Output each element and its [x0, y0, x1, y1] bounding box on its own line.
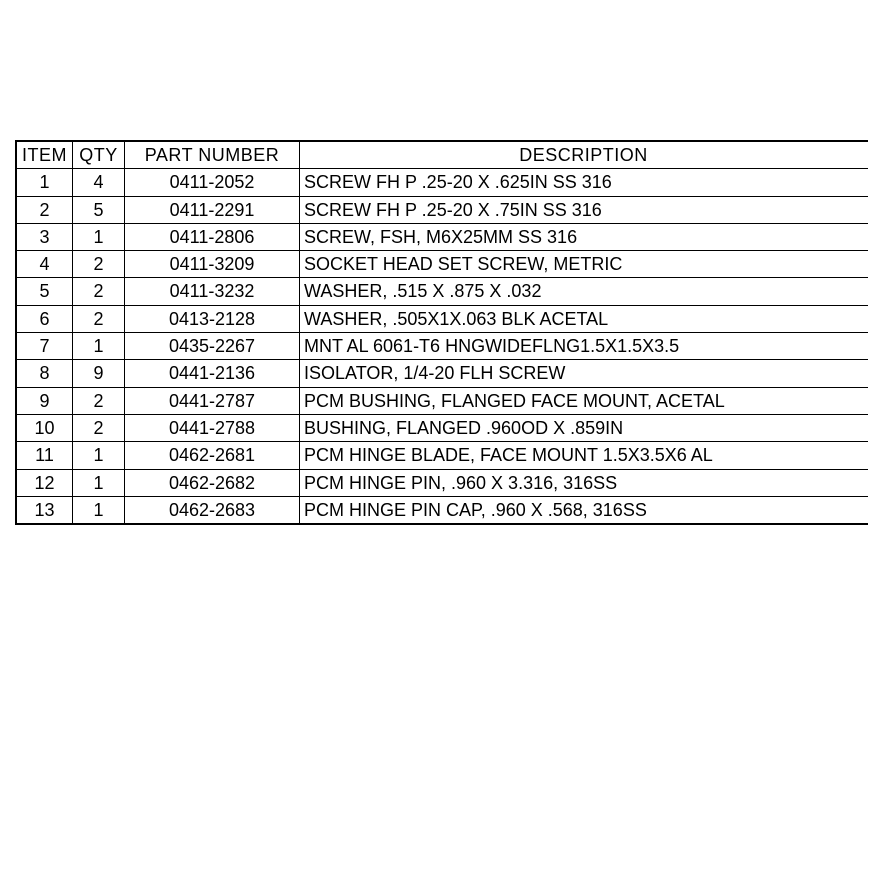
cell-description: ISOLATOR, 1/4-20 FLH SCREW — [300, 360, 869, 387]
cell-part-number: 0441-2136 — [125, 360, 300, 387]
cell-description: BUSHING, FLANGED .960OD X .859IN — [300, 414, 869, 441]
cell-description: PCM HINGE PIN, .960 X 3.316, 316SS — [300, 469, 869, 496]
cell-qty: 5 — [73, 196, 125, 223]
cell-part-number: 0441-2788 — [125, 414, 300, 441]
cell-description: PCM HINGE BLADE, FACE MOUNT 1.5X3.5X6 AL — [300, 442, 869, 469]
table-row: 8 9 0441-2136 ISOLATOR, 1/4-20 FLH SCREW — [16, 360, 868, 387]
cell-part-number: 0462-2682 — [125, 469, 300, 496]
cell-part-number: 0413-2128 — [125, 305, 300, 332]
header-description: DESCRIPTION — [300, 141, 869, 169]
cell-part-number: 0462-2683 — [125, 496, 300, 524]
table-row: 5 2 0411-3232 WASHER, .515 X .875 X .032 — [16, 278, 868, 305]
table-row: 1 4 0411-2052 SCREW FH P .25-20 X .625IN… — [16, 169, 868, 196]
cell-item: 4 — [16, 251, 73, 278]
table-header-row: ITEM QTY PART NUMBER DESCRIPTION — [16, 141, 868, 169]
table-row: 6 2 0413-2128 WASHER, .505X1X.063 BLK AC… — [16, 305, 868, 332]
table-row: 11 1 0462-2681 PCM HINGE BLADE, FACE MOU… — [16, 442, 868, 469]
cell-qty: 1 — [73, 496, 125, 524]
cell-description: SCREW FH P .25-20 X .75IN SS 316 — [300, 196, 869, 223]
cell-qty: 1 — [73, 223, 125, 250]
cell-item: 11 — [16, 442, 73, 469]
parts-table: ITEM QTY PART NUMBER DESCRIPTION 1 4 041… — [15, 140, 868, 525]
table-row: 13 1 0462-2683 PCM HINGE PIN CAP, .960 X… — [16, 496, 868, 524]
cell-part-number: 0411-2806 — [125, 223, 300, 250]
table-body: 1 4 0411-2052 SCREW FH P .25-20 X .625IN… — [16, 169, 868, 524]
header-part-number: PART NUMBER — [125, 141, 300, 169]
cell-item: 13 — [16, 496, 73, 524]
cell-item: 8 — [16, 360, 73, 387]
cell-item: 9 — [16, 387, 73, 414]
table-row: 4 2 0411-3209 SOCKET HEAD SET SCREW, MET… — [16, 251, 868, 278]
table-row: 10 2 0441-2788 BUSHING, FLANGED .960OD X… — [16, 414, 868, 441]
cell-item: 7 — [16, 333, 73, 360]
cell-qty: 2 — [73, 387, 125, 414]
cell-part-number: 0462-2681 — [125, 442, 300, 469]
cell-item: 2 — [16, 196, 73, 223]
cell-description: SCREW, FSH, M6X25MM SS 316 — [300, 223, 869, 250]
cell-qty: 9 — [73, 360, 125, 387]
cell-item: 6 — [16, 305, 73, 332]
cell-qty: 1 — [73, 333, 125, 360]
cell-part-number: 0435-2267 — [125, 333, 300, 360]
cell-part-number: 0411-3232 — [125, 278, 300, 305]
cell-qty: 1 — [73, 469, 125, 496]
cell-description: MNT AL 6061-T6 HNGWIDEFLNG1.5X1.5X3.5 — [300, 333, 869, 360]
cell-part-number: 0441-2787 — [125, 387, 300, 414]
cell-part-number: 0411-3209 — [125, 251, 300, 278]
table-row: 7 1 0435-2267 MNT AL 6061-T6 HNGWIDEFLNG… — [16, 333, 868, 360]
table-row: 2 5 0411-2291 SCREW FH P .25-20 X .75IN … — [16, 196, 868, 223]
cell-item: 1 — [16, 169, 73, 196]
table-row: 12 1 0462-2682 PCM HINGE PIN, .960 X 3.3… — [16, 469, 868, 496]
header-qty: QTY — [73, 141, 125, 169]
cell-item: 3 — [16, 223, 73, 250]
cell-description: WASHER, .505X1X.063 BLK ACETAL — [300, 305, 869, 332]
cell-qty: 2 — [73, 305, 125, 332]
cell-part-number: 0411-2291 — [125, 196, 300, 223]
cell-item: 10 — [16, 414, 73, 441]
cell-qty: 1 — [73, 442, 125, 469]
table-row: 3 1 0411-2806 SCREW, FSH, M6X25MM SS 316 — [16, 223, 868, 250]
cell-description: PCM BUSHING, FLANGED FACE MOUNT, ACETAL — [300, 387, 869, 414]
cell-description: SOCKET HEAD SET SCREW, METRIC — [300, 251, 869, 278]
cell-part-number: 0411-2052 — [125, 169, 300, 196]
cell-description: SCREW FH P .25-20 X .625IN SS 316 — [300, 169, 869, 196]
cell-description: WASHER, .515 X .875 X .032 — [300, 278, 869, 305]
cell-qty: 2 — [73, 278, 125, 305]
cell-qty: 4 — [73, 169, 125, 196]
header-item: ITEM — [16, 141, 73, 169]
cell-qty: 2 — [73, 251, 125, 278]
cell-item: 12 — [16, 469, 73, 496]
table-row: 9 2 0441-2787 PCM BUSHING, FLANGED FACE … — [16, 387, 868, 414]
cell-item: 5 — [16, 278, 73, 305]
cell-description: PCM HINGE PIN CAP, .960 X .568, 316SS — [300, 496, 869, 524]
cell-qty: 2 — [73, 414, 125, 441]
